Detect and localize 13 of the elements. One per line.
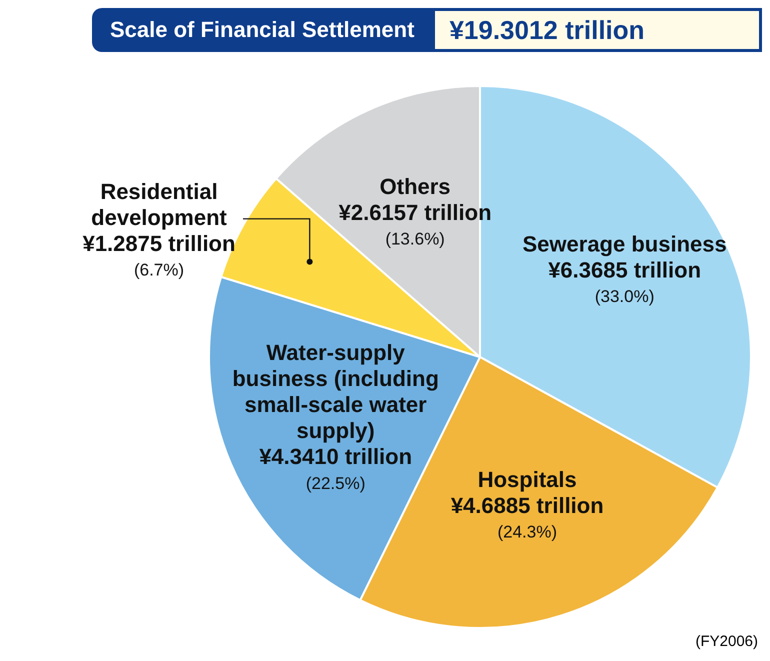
data-label: ¥4.3410 trillion (22.5%) — [259, 444, 412, 493]
slice-label: Others — [380, 174, 451, 199]
text: (FY2006) — [695, 633, 758, 650]
data-label: ¥6.3685 trillion (33.0%) — [548, 258, 702, 306]
data-label: ¥1.2875 trillion (6.7%) — [82, 230, 236, 280]
chart-title: Scale of Financial Settlement — [109, 16, 416, 44]
slice-label: Residential development — [91, 178, 228, 230]
data-label: ¥4.6885 trillion (24.3%) — [450, 492, 604, 542]
chart-subtitle: ¥19.3012 trillion — [432, 8, 762, 52]
slice-label: Sewerage business — [522, 232, 727, 257]
slice-label: Water-supply business (including small-scale water supply) — [232, 340, 439, 444]
data-label: ¥2.6157 trillion (13.6%) — [338, 200, 492, 249]
slice-label: Hospitals — [478, 466, 577, 492]
